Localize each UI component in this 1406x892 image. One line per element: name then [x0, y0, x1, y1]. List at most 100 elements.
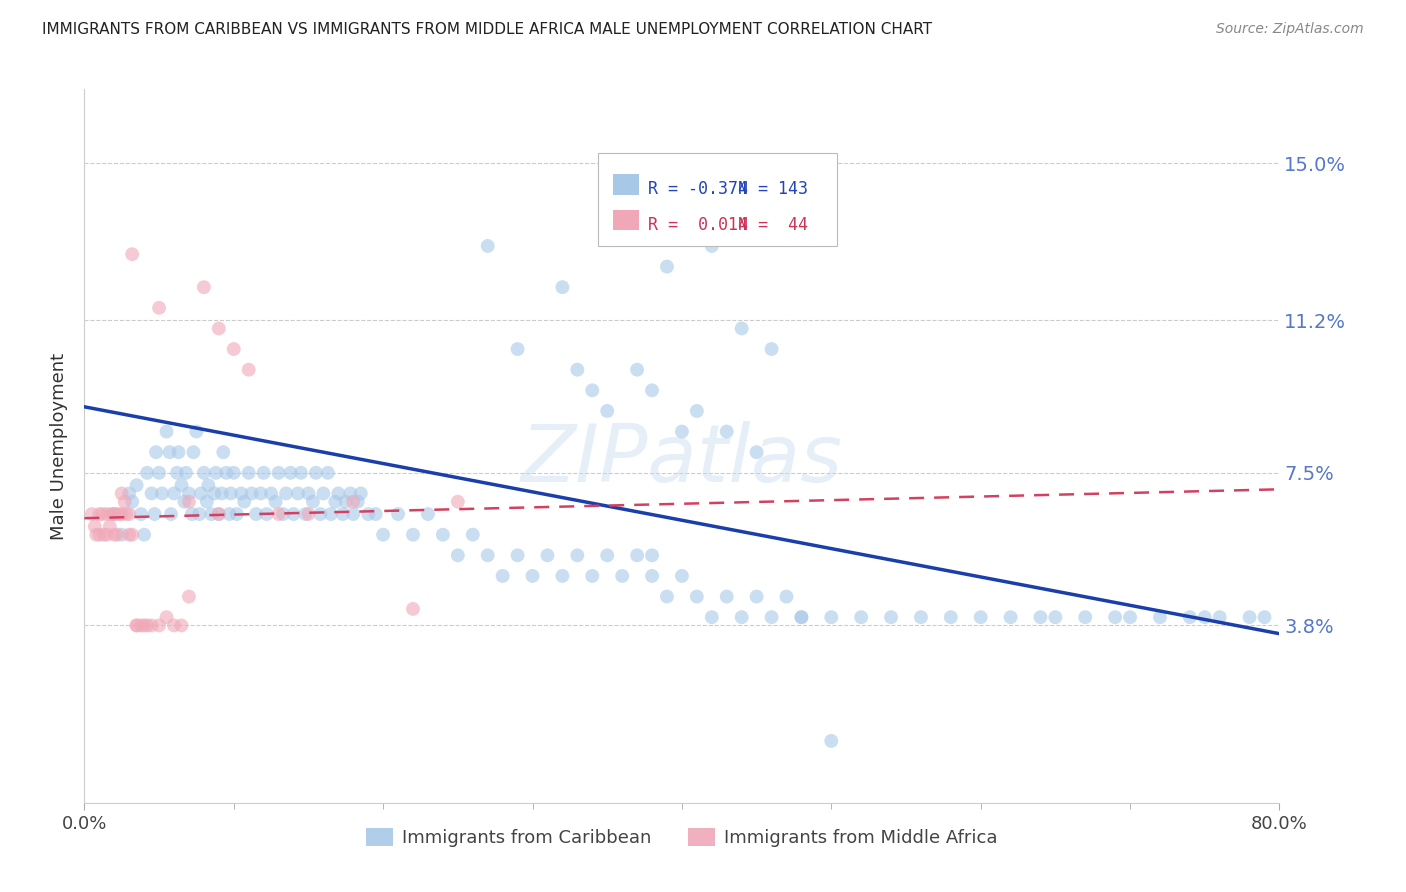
- FancyBboxPatch shape: [599, 153, 838, 246]
- Point: [233, 494, 256, 508]
- Point: [143, 507, 166, 521]
- Point: [596, 549, 619, 563]
- Point: [177, 486, 200, 500]
- Point: [312, 486, 335, 500]
- Point: [193, 466, 215, 480]
- Point: [522, 569, 544, 583]
- Point: [208, 507, 231, 521]
- Point: [328, 486, 350, 500]
- Point: [1119, 610, 1142, 624]
- Point: [939, 610, 962, 624]
- Point: [170, 618, 193, 632]
- Point: [150, 486, 173, 500]
- Point: [290, 466, 312, 480]
- Point: [581, 569, 603, 583]
- Point: [264, 494, 287, 508]
- Point: [820, 610, 842, 624]
- Text: ZIPatlas: ZIPatlas: [520, 421, 844, 500]
- Point: [231, 486, 253, 500]
- Point: [373, 527, 395, 541]
- Point: [89, 507, 111, 521]
- Point: [1209, 610, 1232, 624]
- Point: [212, 445, 235, 459]
- Point: [222, 342, 245, 356]
- Text: IMMIGRANTS FROM CARIBBEAN VS IMMIGRANTS FROM MIDDLE AFRICA MALE UNEMPLOYMENT COR: IMMIGRANTS FROM CARIBBEAN VS IMMIGRANTS …: [42, 22, 932, 37]
- Point: [200, 507, 222, 521]
- Point: [342, 507, 364, 521]
- Point: [155, 425, 177, 439]
- Point: [325, 494, 347, 508]
- Point: [83, 519, 105, 533]
- Point: [790, 610, 813, 624]
- Point: [294, 507, 316, 521]
- Point: [118, 507, 141, 521]
- Text: N = 143: N = 143: [738, 180, 808, 198]
- Point: [174, 466, 197, 480]
- Point: [655, 590, 678, 604]
- Point: [477, 239, 499, 253]
- Point: [125, 618, 148, 632]
- Point: [249, 486, 271, 500]
- Point: [96, 527, 118, 541]
- Point: [121, 494, 143, 508]
- Point: [641, 549, 664, 563]
- Point: [195, 494, 218, 508]
- Point: [700, 239, 723, 253]
- Point: [170, 478, 193, 492]
- Point: [197, 478, 219, 492]
- Point: [1239, 610, 1261, 624]
- Point: [1045, 610, 1067, 624]
- Point: [202, 486, 225, 500]
- Point: [163, 486, 186, 500]
- Point: [177, 494, 200, 508]
- Point: [686, 404, 709, 418]
- Point: [447, 549, 470, 563]
- Point: [80, 507, 103, 521]
- Point: [103, 507, 125, 521]
- Point: [1149, 610, 1171, 624]
- Point: [581, 384, 603, 398]
- Point: [167, 445, 190, 459]
- Point: [193, 280, 215, 294]
- Point: [851, 610, 873, 624]
- Point: [745, 590, 768, 604]
- Y-axis label: Male Unemployment: Male Unemployment: [49, 352, 67, 540]
- Point: [1029, 610, 1052, 624]
- Point: [332, 507, 354, 521]
- Point: [716, 590, 738, 604]
- Point: [260, 486, 283, 500]
- Point: [761, 610, 783, 624]
- Point: [211, 486, 233, 500]
- Point: [155, 610, 177, 624]
- Point: [402, 602, 425, 616]
- Point: [364, 507, 387, 521]
- Point: [141, 486, 163, 500]
- Point: [148, 301, 170, 315]
- Point: [107, 507, 129, 521]
- Point: [416, 507, 439, 521]
- Point: [1104, 610, 1126, 624]
- Point: [280, 466, 302, 480]
- Point: [183, 445, 205, 459]
- Point: [177, 590, 200, 604]
- Point: [100, 507, 122, 521]
- Text: N =  44: N = 44: [738, 216, 808, 234]
- Point: [173, 494, 195, 508]
- Point: [118, 486, 141, 500]
- Point: [141, 618, 163, 632]
- Point: [225, 507, 247, 521]
- Point: [190, 486, 212, 500]
- Point: [316, 466, 339, 480]
- Point: [121, 247, 143, 261]
- Point: [181, 507, 204, 521]
- Point: [136, 466, 159, 480]
- Point: [245, 507, 267, 521]
- Point: [339, 486, 361, 500]
- Point: [132, 527, 156, 541]
- Point: [256, 507, 278, 521]
- Point: [136, 618, 159, 632]
- Point: [159, 445, 181, 459]
- Point: [612, 569, 634, 583]
- Point: [148, 618, 170, 632]
- Point: [115, 507, 138, 521]
